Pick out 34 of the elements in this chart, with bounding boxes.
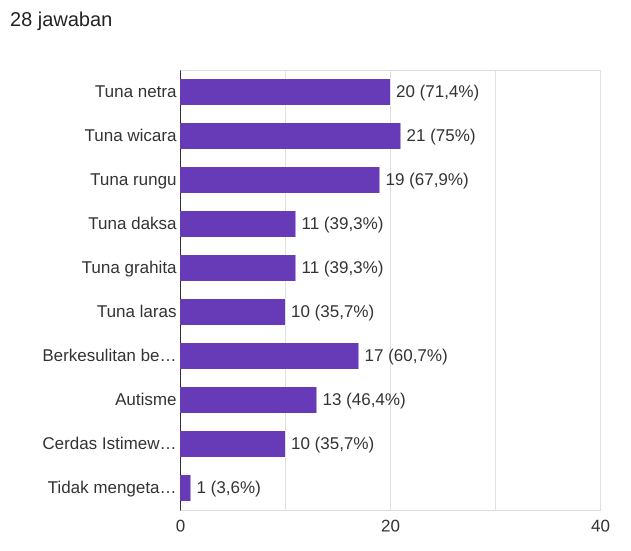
y-tick-label: Tuna grahita [82, 258, 178, 277]
y-tick-label: Berkesulitan be… [42, 346, 176, 365]
data-label: 19 (67,9%) [386, 170, 469, 189]
bar [180, 167, 380, 193]
data-label: 11 (39,3%) [302, 258, 384, 277]
bar [180, 475, 190, 501]
bar [180, 123, 400, 149]
data-label: 10 (35,7%) [291, 302, 374, 321]
bar [180, 431, 285, 457]
chart-title: 28 jawaban [10, 9, 112, 31]
bar [180, 299, 285, 325]
y-tick-label: Tuna daksa [88, 214, 178, 233]
data-label: 13 (46,4%) [322, 390, 406, 409]
y-tick-label: Cerdas Istimew… [42, 434, 176, 453]
x-tick-label: 0 [176, 516, 186, 536]
y-tick-label: Autisme [115, 390, 176, 409]
data-label: 11 (39,3%) [302, 214, 384, 233]
y-tick-label: Tuna netra [94, 82, 178, 101]
y-tick-label: Tidak mengeta… [48, 478, 176, 497]
bar [180, 387, 316, 413]
bar [180, 79, 390, 105]
bar [180, 211, 296, 237]
y-tick-label: Tuna wicara [84, 126, 178, 145]
y-tick-label: Tuna laras [96, 302, 176, 321]
data-label: 10 (35,7%) [291, 434, 374, 453]
y-tick-label: Tuna rungu [90, 170, 176, 189]
x-tick-label: 20 [381, 516, 400, 536]
data-label: 21 (75%) [406, 126, 476, 145]
bar [180, 343, 358, 369]
bar [180, 255, 296, 281]
data-label: 17 (60,7%) [364, 346, 448, 365]
data-label: 20 (71,4%) [396, 82, 480, 101]
x-tick-label: 40 [591, 516, 610, 536]
data-label: 1 (3,6%) [196, 478, 261, 497]
